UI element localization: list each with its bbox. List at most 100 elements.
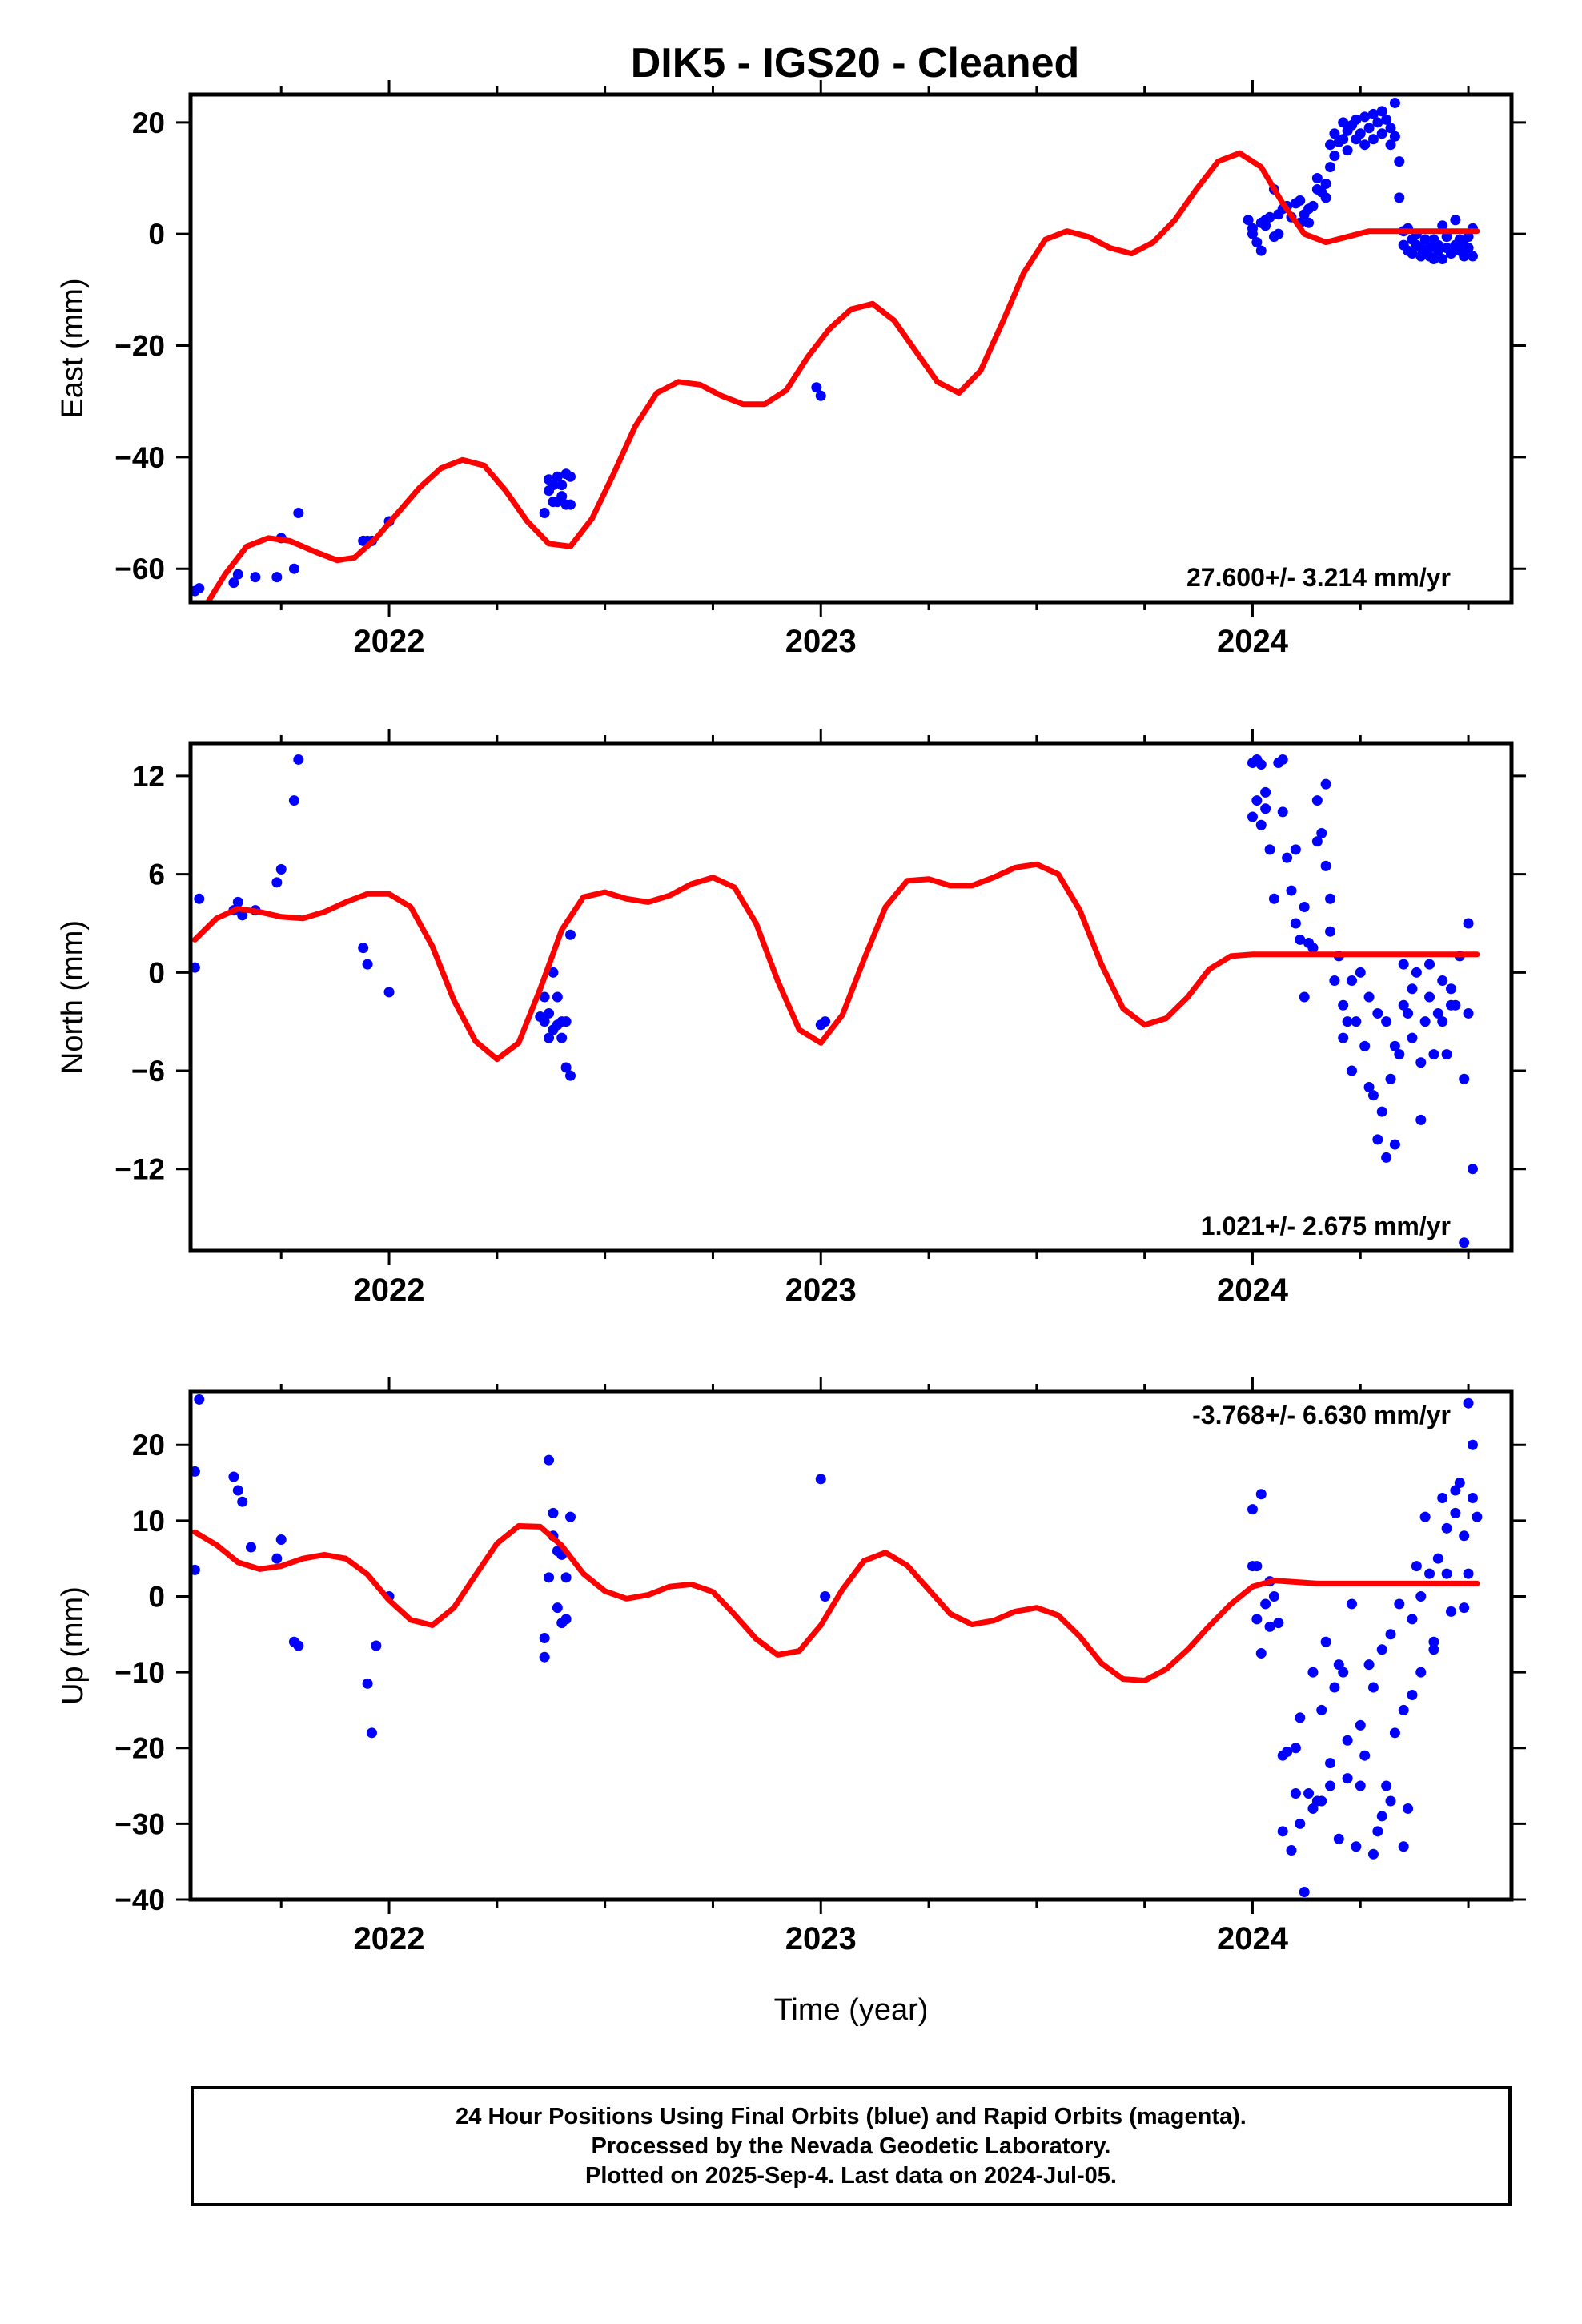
up-data-point	[1367, 1682, 1379, 1693]
north-data-point	[232, 896, 243, 907]
up-data-point	[1329, 1682, 1340, 1693]
east-data-point	[271, 572, 283, 583]
north-data-point	[1346, 1065, 1357, 1076]
east-data-point	[1264, 211, 1275, 223]
footer-line-2: Processed by the Nevada Geodetic Laborat…	[591, 2133, 1111, 2159]
up-data-point	[366, 1727, 377, 1739]
north-data-point	[1329, 975, 1340, 987]
east-data-point	[1342, 145, 1353, 156]
north-data-point	[565, 1070, 576, 1081]
up-data-point	[1432, 1553, 1443, 1564]
up-data-point	[1428, 1644, 1439, 1655]
north-y-tick-label: 0	[148, 956, 165, 989]
up-data-point	[1419, 1511, 1431, 1522]
up-data-point	[1467, 1439, 1478, 1450]
up-data-point	[1407, 1690, 1418, 1701]
east-data-point	[565, 499, 576, 510]
north-data-point	[362, 959, 373, 970]
up-data-point	[1450, 1485, 1461, 1496]
north-y-tick-label: 12	[132, 760, 165, 793]
up-data-point	[544, 1572, 555, 1583]
east-data-point	[815, 390, 826, 401]
east-data-point	[1467, 251, 1478, 262]
north-y-tick-label: −12	[114, 1153, 165, 1186]
up-data-point	[1251, 1561, 1263, 1572]
north-data-point	[556, 1032, 568, 1043]
north-data-point	[288, 795, 299, 806]
east-data-point	[539, 508, 550, 519]
up-data-point	[560, 1614, 572, 1625]
up-data-point	[1415, 1667, 1427, 1678]
up-data-point	[1320, 1636, 1331, 1647]
up-data-point	[1407, 1614, 1418, 1625]
up-data-point	[1403, 1803, 1414, 1814]
east-data-point	[811, 382, 822, 393]
up-data-point	[1359, 1750, 1371, 1761]
east-y-axis-label: East (mm)	[56, 278, 90, 418]
up-data-point	[560, 1572, 572, 1583]
north-data-point	[1450, 999, 1461, 1011]
up-data-point	[1290, 1788, 1301, 1799]
east-data-point	[1407, 248, 1418, 259]
north-data-point	[1295, 934, 1306, 945]
up-y-tick-label: −30	[114, 1807, 165, 1840]
east-data-point	[1255, 245, 1267, 256]
footer-box: 24 Hour Positions Using Final Orbits (bl…	[191, 2086, 1512, 2206]
up-data-point	[1251, 1614, 1263, 1625]
north-data-point	[1463, 918, 1474, 929]
north-data-point	[1424, 959, 1435, 970]
north-data-point	[560, 1062, 572, 1073]
up-data-point	[1363, 1659, 1375, 1671]
north-data-point	[548, 967, 559, 978]
up-y-tick-label: −20	[114, 1732, 165, 1765]
east-data-point	[288, 563, 299, 574]
up-data-point	[1376, 1644, 1387, 1655]
up-y-axis-label: Up (mm)	[56, 1586, 90, 1705]
up-rate-label: -3.768+/- 6.630 mm/yr	[1192, 1401, 1451, 1429]
up-data-point	[1376, 1811, 1387, 1822]
north-data-point	[358, 943, 369, 954]
east-data-point	[552, 471, 563, 482]
north-data-point	[560, 1016, 572, 1027]
up-x-axis-label: Time (year)	[774, 1993, 929, 2027]
up-data-point	[1277, 1826, 1288, 1837]
north-data-point	[1428, 1049, 1439, 1060]
up-data-point	[1316, 1704, 1327, 1715]
north-data-point	[1415, 1057, 1427, 1068]
east-data-point	[1381, 114, 1392, 125]
up-data-point	[1346, 1598, 1357, 1610]
up-data-point	[194, 1393, 205, 1405]
north-data-point	[1255, 819, 1267, 830]
up-panel: 2022 2023 2024 −40 −30 −20 −10 0 10 20 Up (mm) Time…	[56, 1377, 1526, 2027]
east-y-tick-label: −20	[114, 330, 165, 363]
east-data-point	[1432, 239, 1443, 251]
up-y-tick-label: −10	[114, 1656, 165, 1689]
north-data-point	[1419, 1016, 1431, 1027]
east-x-tick-label: 2024	[1217, 624, 1289, 659]
north-data-point	[1277, 754, 1288, 765]
north-data-point	[1389, 1139, 1400, 1150]
east-data-point	[1329, 151, 1340, 162]
footer-line-3: Plotted on 2025-Sep-4. Last data on 2024…	[585, 2162, 1117, 2189]
up-data-point	[1467, 1492, 1478, 1503]
north-data-point	[1316, 827, 1327, 838]
up-data-point	[1355, 1780, 1366, 1791]
north-data-point	[1351, 1016, 1362, 1027]
up-data-point	[815, 1474, 826, 1485]
up-data-point	[1295, 1712, 1306, 1723]
north-data-point	[1459, 1073, 1470, 1084]
north-data-point	[1415, 1114, 1427, 1125]
up-data-point	[1463, 1397, 1474, 1409]
north-data-point	[1338, 999, 1349, 1011]
north-data-point	[1381, 1152, 1392, 1163]
north-data-point	[565, 929, 576, 940]
up-data-point	[1355, 1719, 1366, 1731]
east-data-point	[194, 583, 205, 594]
up-data-point	[1316, 1795, 1327, 1807]
north-data-point	[1260, 786, 1271, 798]
east-data-point	[1303, 217, 1315, 228]
up-data-point	[1260, 1598, 1271, 1610]
up-data-point	[1398, 1704, 1409, 1715]
north-data-point	[1407, 1032, 1418, 1043]
